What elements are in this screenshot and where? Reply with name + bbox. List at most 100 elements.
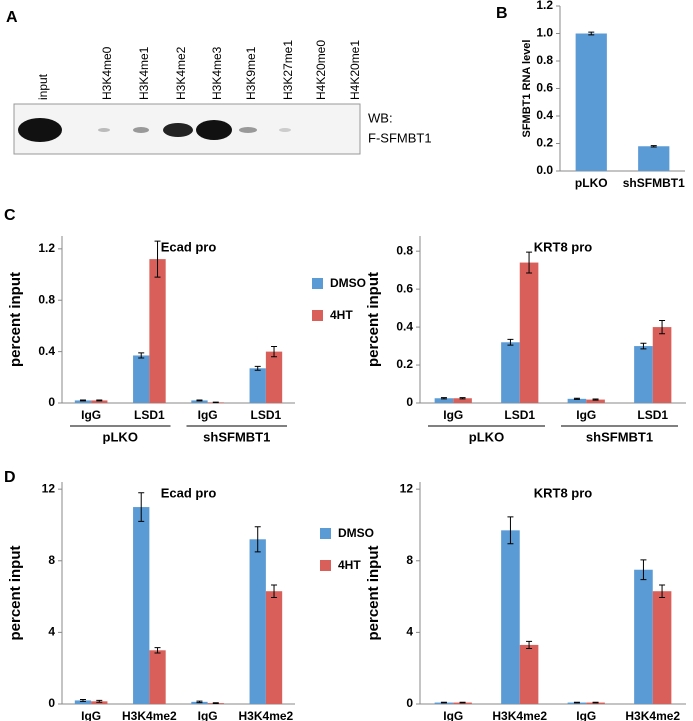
group-label: pLKO (103, 429, 138, 444)
error-bar (640, 342, 647, 350)
y-tick-label: 1.0 (536, 26, 553, 40)
error-bar (196, 700, 203, 704)
error-bar (659, 584, 666, 598)
band (18, 118, 62, 142)
y-tick-label: 4 (406, 625, 413, 639)
group-label: shSFMBT1 (586, 429, 653, 444)
error-bar (79, 699, 86, 702)
y-tick-label: 0.4 (536, 108, 553, 122)
bar (638, 146, 670, 171)
error-bar (592, 398, 599, 401)
lane-label: H3K4me3 (210, 46, 224, 100)
lane-label: H3K27me1 (281, 40, 295, 100)
y-axis-label: percent input (365, 545, 382, 640)
x-tick-label: IgG (81, 408, 101, 422)
error-bar (271, 345, 278, 358)
error-bar (459, 701, 466, 704)
lane-label: H4K20me1 (348, 40, 362, 100)
y-tick-label: 8 (406, 553, 413, 567)
error-bar (440, 397, 447, 400)
legend-label: DMSO (338, 526, 374, 540)
bar (575, 33, 607, 171)
bar (249, 539, 266, 704)
error-bar (212, 702, 219, 704)
error-bar (573, 397, 580, 400)
x-tick-label: IgG (81, 709, 101, 721)
y-tick-label: 12 (42, 481, 56, 495)
x-tick-label: IgG (443, 709, 463, 721)
legend-swatch (320, 528, 331, 539)
group-label: pLKO (469, 429, 504, 444)
x-tick-label: H3K4me2 (239, 709, 294, 721)
legend-swatch (312, 278, 323, 289)
y-axis-label: SFMBT1 RNA level (521, 39, 533, 137)
x-tick-label: IgG (576, 408, 596, 422)
error-bar (254, 526, 261, 553)
x-tick-label: LSD1 (637, 408, 668, 422)
bar (453, 398, 472, 403)
y-axis-label: percent input (7, 545, 24, 640)
band (196, 120, 232, 140)
bar (586, 399, 605, 403)
y-axis-label: percent input (7, 272, 24, 367)
bar (567, 398, 587, 403)
x-tick-label: shSFMBT1 (623, 176, 685, 190)
lane-label: H3K4me1 (137, 46, 151, 100)
legend-swatch (320, 560, 331, 571)
x-tick-label: pLKO (575, 176, 608, 190)
bar (519, 644, 539, 704)
bar (74, 700, 92, 704)
error-bar (254, 365, 261, 371)
bar (265, 351, 283, 403)
bar (133, 355, 150, 403)
error-bar (271, 584, 278, 598)
y-tick-label: 0.8 (396, 243, 413, 257)
x-tick-label: LSD1 (134, 408, 165, 422)
y-tick-label: 0.4 (396, 319, 413, 333)
y-tick-label: 0.8 (536, 53, 553, 67)
error-bar (212, 401, 219, 404)
y-tick-label: 0.8 (38, 292, 55, 306)
error-bar (440, 701, 447, 704)
lane-label: H3K4me2 (174, 46, 188, 100)
y-tick-label: 0.0 (536, 163, 553, 177)
lane-label: input (36, 73, 50, 100)
error-bar (79, 399, 86, 402)
error-bar (96, 399, 103, 402)
bar (191, 400, 208, 403)
y-tick-label: 0 (406, 696, 413, 710)
bar (149, 259, 166, 403)
chart-title: KRT8 pro (534, 485, 593, 500)
panel-label: C (4, 207, 16, 224)
legend-label: 4HT (330, 308, 353, 322)
x-tick-label: H3K4me2 (625, 709, 680, 721)
x-tick-label: IgG (443, 408, 463, 422)
bar (434, 398, 454, 403)
error-bar (526, 640, 533, 649)
y-tick-label: 0 (48, 696, 55, 710)
panel-label: A (6, 9, 18, 26)
x-tick-label: LSD1 (251, 408, 282, 422)
legend-swatch (312, 310, 323, 321)
legend-label: DMSO (330, 276, 366, 290)
band (133, 127, 149, 133)
lane-label: H3K4me0 (100, 46, 114, 100)
error-bar (96, 699, 103, 703)
error-bar (138, 352, 145, 359)
bar (74, 400, 92, 403)
band (98, 128, 110, 132)
y-tick-label: 0 (48, 395, 55, 409)
y-tick-label: 4 (48, 625, 55, 639)
wb-label: F-SFMBT1 (368, 130, 432, 145)
lane-label: H4K20me0 (314, 40, 328, 100)
error-bar (588, 31, 595, 36)
chart-title: Ecad pro (161, 239, 217, 254)
x-tick-label: IgG (198, 408, 218, 422)
bar (249, 368, 266, 403)
y-tick-label: 1.2 (536, 0, 553, 12)
y-tick-label: 0.2 (396, 357, 413, 371)
x-tick-label: H3K4me2 (492, 709, 547, 721)
y-axis-label: percent input (365, 272, 382, 367)
y-tick-label: 8 (48, 553, 55, 567)
